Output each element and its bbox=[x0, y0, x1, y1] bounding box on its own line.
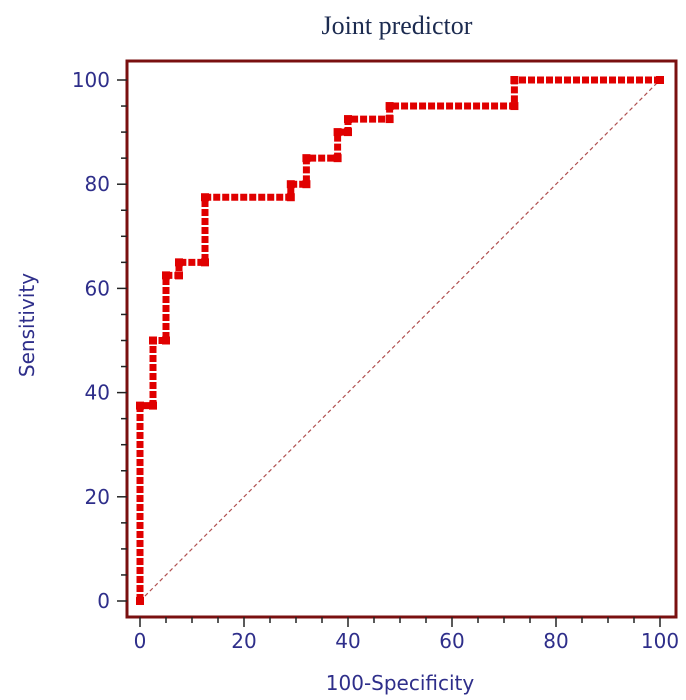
roc-curve-point bbox=[510, 102, 519, 111]
roc-curve-point bbox=[201, 258, 209, 267]
y-axis: 0 20 40 60 80 100 bbox=[72, 68, 127, 613]
roc-curve-point bbox=[162, 336, 170, 345]
x-tick-label: 0 bbox=[134, 629, 147, 653]
y-axis-label: Sensitivity bbox=[15, 273, 39, 377]
roc-curve-point bbox=[149, 401, 157, 410]
plot-area bbox=[125, 59, 678, 619]
roc-curve-point bbox=[385, 102, 394, 111]
roc-curve-point bbox=[286, 193, 295, 202]
y-tick-label: 20 bbox=[85, 485, 110, 509]
y-tick-label: 100 bbox=[72, 68, 110, 92]
chart-title: Joint predictor bbox=[322, 11, 473, 40]
roc-curve-point bbox=[333, 154, 342, 163]
roc-curve-point bbox=[510, 76, 519, 84]
x-axis-label: 100-Specificity bbox=[326, 671, 475, 695]
x-tick-label: 20 bbox=[231, 629, 256, 653]
x-tick-label: 100 bbox=[641, 629, 679, 653]
roc-curve-point bbox=[385, 115, 394, 124]
roc-curve-point bbox=[175, 258, 183, 267]
reference-line-layer bbox=[139, 79, 661, 602]
roc-curve-point bbox=[149, 336, 157, 345]
x-tick-label: 80 bbox=[543, 629, 568, 653]
roc-curve-point bbox=[136, 401, 144, 410]
roc-curve-point bbox=[175, 271, 183, 280]
x-tick-label: 60 bbox=[439, 629, 464, 653]
y-tick-label: 80 bbox=[85, 172, 110, 196]
roc-curve-point bbox=[302, 180, 311, 189]
roc-curve-point bbox=[201, 193, 209, 202]
roc-curve-point bbox=[656, 76, 664, 84]
roc-curve-point bbox=[344, 115, 352, 124]
roc-curve-layer bbox=[136, 76, 664, 605]
plot-frame bbox=[125, 59, 678, 619]
roc-curve-point bbox=[136, 597, 144, 605]
roc-curve-point bbox=[344, 128, 352, 137]
y-tick-label: 0 bbox=[97, 589, 110, 613]
roc-curve-point bbox=[302, 154, 311, 163]
roc-curve-point bbox=[162, 271, 170, 280]
roc-curve-point bbox=[333, 128, 342, 137]
y-tick-label: 60 bbox=[85, 276, 110, 300]
y-tick-label: 40 bbox=[85, 381, 110, 405]
x-axis: 0 20 40 60 80 100 bbox=[134, 617, 679, 653]
roc-curve-point bbox=[286, 180, 295, 189]
x-tick-label: 40 bbox=[335, 629, 360, 653]
reference-diagonal-line bbox=[139, 79, 661, 602]
